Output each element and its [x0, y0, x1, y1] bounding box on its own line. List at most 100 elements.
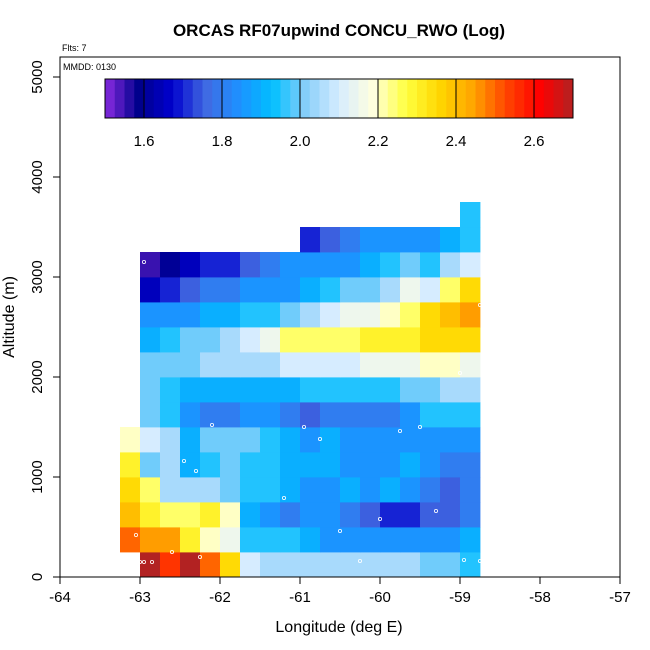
sample-point [181, 458, 186, 463]
heatmap-cell [420, 227, 441, 253]
heatmap-cell [420, 477, 441, 503]
heatmap-cell [420, 352, 441, 378]
heatmap-cell [360, 302, 381, 328]
heatmap-cell [240, 377, 261, 403]
heatmap-cell [220, 377, 241, 403]
colorbar-segment [524, 79, 535, 118]
heatmap-cell [360, 402, 381, 428]
heatmap-cell [120, 477, 141, 503]
heatmap-cell [360, 277, 381, 303]
heatmap-cell [440, 277, 461, 303]
sample-point [149, 560, 154, 565]
sample-point [169, 550, 174, 555]
heatmap-cell [200, 327, 221, 353]
heatmap-cell [360, 452, 381, 478]
heatmap-cell [160, 552, 181, 578]
heatmap-cell [160, 402, 181, 428]
heatmap-cell [300, 502, 321, 528]
heatmap-cell [400, 502, 421, 528]
heatmap-cell [340, 277, 361, 303]
heatmap-cell [360, 552, 381, 578]
chart-title: ORCAS RF07upwind CONCU_RWO (Log) [173, 21, 505, 40]
heatmap-cell [420, 427, 441, 453]
heatmap-cell [240, 402, 261, 428]
heatmap-cell [440, 227, 461, 253]
colorbar-segment [153, 79, 164, 118]
heatmap-cell [300, 427, 321, 453]
heatmap-cell [460, 352, 481, 378]
sample-point [301, 424, 306, 429]
heatmap-cell [160, 327, 181, 353]
heatmap-cell [260, 452, 281, 478]
colorbar-tick-label: 1.8 [212, 133, 233, 150]
heatmap-cell [420, 552, 441, 578]
heatmap-cell [180, 302, 201, 328]
colorbar-segment [417, 79, 428, 118]
heatmap-cell [300, 277, 321, 303]
colorbar-segment [378, 79, 389, 118]
heatmap-cell [240, 252, 261, 278]
heatmap-cell [260, 327, 281, 353]
heatmap-cell [140, 327, 161, 353]
y-axis: 0 1000 2000 3000 4000 5000 [29, 57, 61, 581]
heatmap-cell [120, 452, 141, 478]
colorbar-segment [105, 79, 116, 118]
colorbar-tick-label: 2.4 [446, 133, 467, 150]
heatmap-cell [260, 527, 281, 553]
heatmap-cell [460, 252, 481, 278]
heatmap-cell [320, 352, 341, 378]
heatmap-cell [340, 377, 361, 403]
heatmap-cell [380, 377, 401, 403]
colorbar-segment [290, 79, 301, 118]
heatmap-cell [460, 452, 481, 478]
heatmap-cell [440, 502, 461, 528]
heatmap-cell [280, 377, 301, 403]
heatmap-cell [340, 452, 361, 478]
heatmap-cell [200, 552, 221, 578]
heatmap-cell [280, 552, 301, 578]
sample-point [317, 436, 322, 441]
colorbar-segment [426, 79, 437, 118]
heatmap-cell [140, 427, 161, 453]
sample-point [477, 559, 482, 564]
heatmap-cell [400, 327, 421, 353]
heatmap-cell [180, 502, 201, 528]
heatmap-cell [340, 552, 361, 578]
colorbar-tick-label: 2.6 [524, 133, 545, 150]
heatmap-cell [320, 452, 341, 478]
colorbar-segment [485, 79, 496, 118]
colorbar-segment [192, 79, 203, 118]
heatmap-cell [260, 277, 281, 303]
heatmap-cell [400, 227, 421, 253]
sample-point [417, 424, 422, 429]
heatmap-cell [320, 252, 341, 278]
heatmap-cell [360, 527, 381, 553]
heatmap-cell [180, 452, 201, 478]
heatmap-cell [140, 552, 161, 578]
heatmap-cell [400, 302, 421, 328]
sample-point [141, 259, 146, 264]
heatmap-cell [300, 377, 321, 403]
y-tick-label: 2000 [29, 360, 46, 393]
heatmap-cell [240, 327, 261, 353]
heatmap-cell [160, 452, 181, 478]
heatmap-cell [220, 352, 241, 378]
colorbar-segment [436, 79, 447, 118]
heatmap-cell [280, 402, 301, 428]
heatmap-cell [400, 252, 421, 278]
heatmap-cell [400, 452, 421, 478]
colorbar-segment [465, 79, 476, 118]
heatmap-cell [160, 477, 181, 503]
heatmap-cell [260, 402, 281, 428]
heatmap-cell [380, 227, 401, 253]
heatmap-cell [440, 527, 461, 553]
heatmap-cell [180, 402, 201, 428]
x-tick-label: -57 [609, 589, 631, 606]
heatmap-cell [320, 377, 341, 403]
heatmap-cell [400, 352, 421, 378]
heatmap-cell [440, 352, 461, 378]
heatmap-cell [320, 277, 341, 303]
heatmap-cell [180, 377, 201, 403]
heatmap-cell [120, 427, 141, 453]
sample-point [281, 495, 286, 500]
